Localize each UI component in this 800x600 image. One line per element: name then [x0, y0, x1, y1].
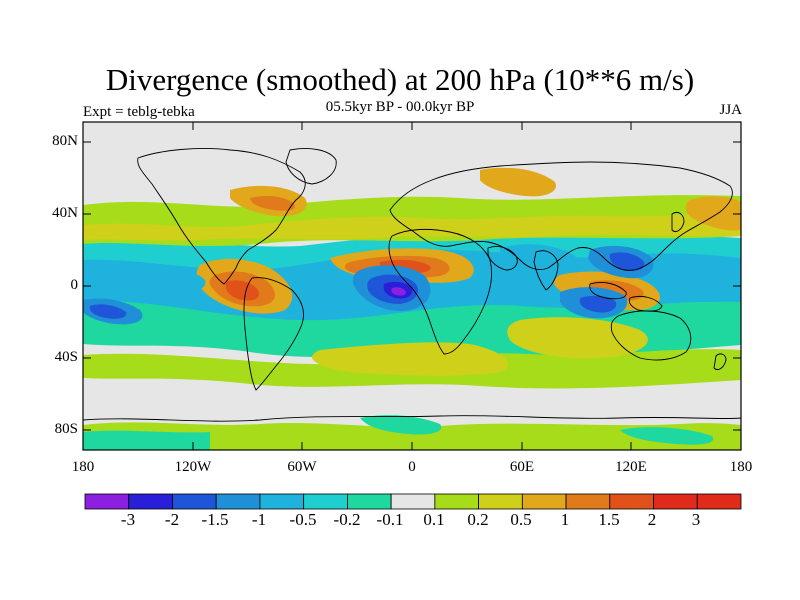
colorbar-box [390, 493, 436, 510]
colorbar-label: -0.5 [289, 510, 317, 529]
colorbar-box [259, 493, 305, 510]
colorbar-box [172, 493, 217, 510]
colorbar-box [609, 493, 654, 510]
colorbar-label: -1 [251, 510, 267, 529]
x-label-120w: 120W [174, 459, 212, 475]
map-title: Divergence (smoothed) at 200 hPa (10**6 … [105, 62, 695, 97]
coastlines [83, 148, 741, 422]
colorbar-label: 2 [647, 510, 657, 529]
colorbar-box [303, 493, 348, 510]
colorbar-label: 1 [560, 510, 570, 529]
x-label-0: 0 [408, 459, 416, 475]
colorbar [84, 493, 742, 510]
colorbar-label: -0.1 [376, 510, 404, 529]
colorbar-label: -1.5 [201, 510, 229, 529]
experiment-label: Expt = teblg-tebka [83, 104, 195, 120]
period-label: 05.5kyr BP - 00.0kyr BP [325, 99, 475, 115]
colorbar-box [84, 493, 130, 510]
y-label-40n: 40N [52, 205, 78, 221]
y-label-80n: 80N [52, 133, 78, 149]
y-label-0: 0 [70, 277, 79, 293]
x-label-180w: 180 [71, 459, 95, 475]
x-label-60e: 60E [509, 459, 535, 475]
colorbar-box [215, 493, 261, 510]
x-label-60w: 60W [287, 459, 317, 475]
season-label: JJA [719, 102, 742, 118]
colorbar-label: -0.2 [333, 510, 361, 529]
colorbar-label: 0.5 [510, 510, 532, 529]
colorbar-box [521, 493, 567, 510]
colorbar-box [478, 493, 523, 510]
colorbar-box [128, 493, 173, 510]
colorbar-label: 3 [691, 510, 701, 529]
x-label-180e: 180 [729, 459, 753, 475]
colorbar-box [565, 493, 611, 510]
colorbar-box [346, 493, 392, 510]
x-axis-ticks [82, 122, 742, 450]
colorbar-box [434, 493, 480, 510]
colorbar-label: -3 [120, 510, 136, 529]
colorbar-label: 0.2 [467, 510, 489, 529]
colorbar-label: -2 [164, 510, 180, 529]
colorbar-label: 1.5 [598, 510, 620, 529]
y-label-80s: 80S [54, 421, 78, 437]
colorbar-box [653, 493, 698, 510]
y-axis-ticks [83, 141, 741, 431]
x-label-120e: 120E [615, 459, 647, 475]
divergence-field [83, 148, 741, 450]
colorbar-label: 0.1 [423, 510, 445, 529]
colorbar-box [696, 493, 742, 510]
y-label-40s: 40S [54, 349, 78, 365]
